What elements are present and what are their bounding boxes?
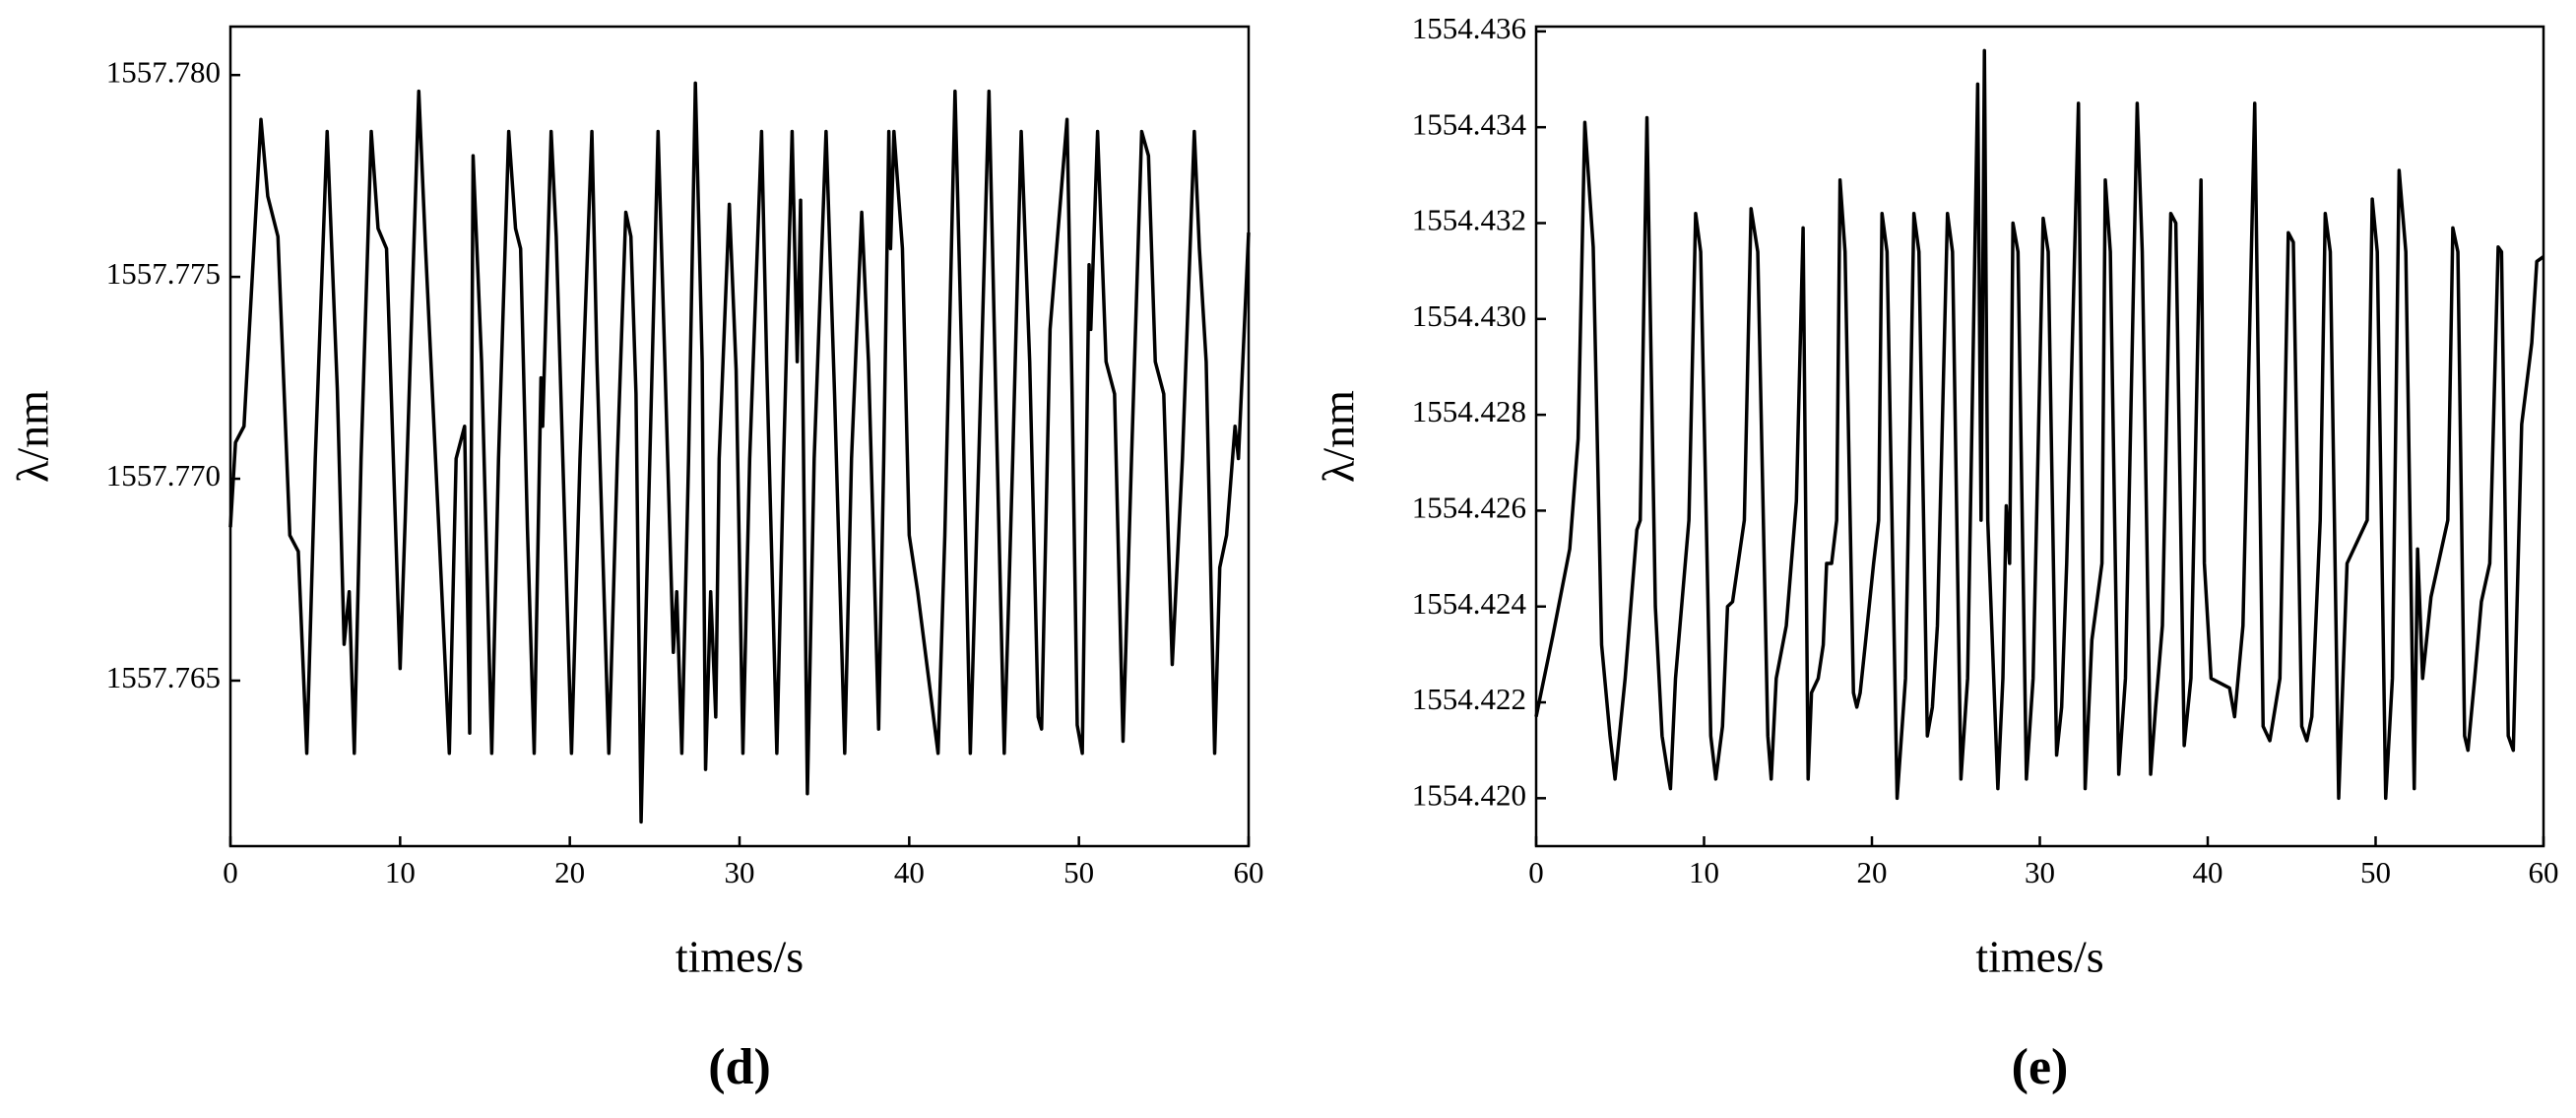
x-tick-label: 10: [385, 855, 416, 889]
x-axis-title: times/s: [676, 932, 804, 982]
y-tick-label: 1554.420: [1412, 777, 1526, 812]
x-tick-label: 10: [1689, 855, 1719, 889]
y-tick-label: 1554.426: [1412, 491, 1526, 525]
x-tick-label: 20: [1857, 855, 1888, 889]
x-tick-label: 50: [1063, 855, 1094, 889]
y-tick-label: 1557.775: [106, 256, 221, 291]
y-axis-title: λ/nm: [8, 390, 58, 483]
subfigure-caption: (d): [708, 1039, 771, 1095]
data-line: [228, 81, 1251, 824]
x-tick-label: 40: [894, 855, 925, 889]
y-tick-label: 1557.770: [106, 458, 221, 493]
y-tick-label: 1554.430: [1412, 298, 1526, 333]
y-tick-label: 1554.422: [1412, 682, 1526, 716]
y-tick-label: 1554.436: [1412, 11, 1526, 45]
x-tick-label: 40: [2193, 855, 2223, 889]
x-tick-label: 30: [725, 855, 755, 889]
data-line: [1534, 48, 2545, 801]
x-tick-label: 0: [223, 855, 238, 889]
y-tick-label: 1557.780: [106, 54, 221, 89]
y-tick-label: 1554.432: [1412, 203, 1526, 237]
y-axis-title: λ/nm: [1314, 390, 1364, 483]
y-tick-label: 1554.434: [1412, 106, 1527, 141]
subfigure-caption: (e): [2012, 1039, 2069, 1095]
x-tick-label: 60: [1234, 855, 1264, 889]
x-tick-label: 30: [2025, 855, 2055, 889]
x-tick-label: 50: [2360, 855, 2391, 889]
x-tick-label: 0: [1528, 855, 1544, 889]
x-tick-label: 60: [2529, 855, 2559, 889]
y-tick-label: 1554.424: [1412, 586, 1527, 621]
x-tick-label: 20: [554, 855, 585, 889]
y-tick-label: 1554.428: [1412, 394, 1526, 428]
x-axis-title: times/s: [1975, 932, 2103, 982]
y-tick-label: 1557.765: [106, 660, 221, 694]
